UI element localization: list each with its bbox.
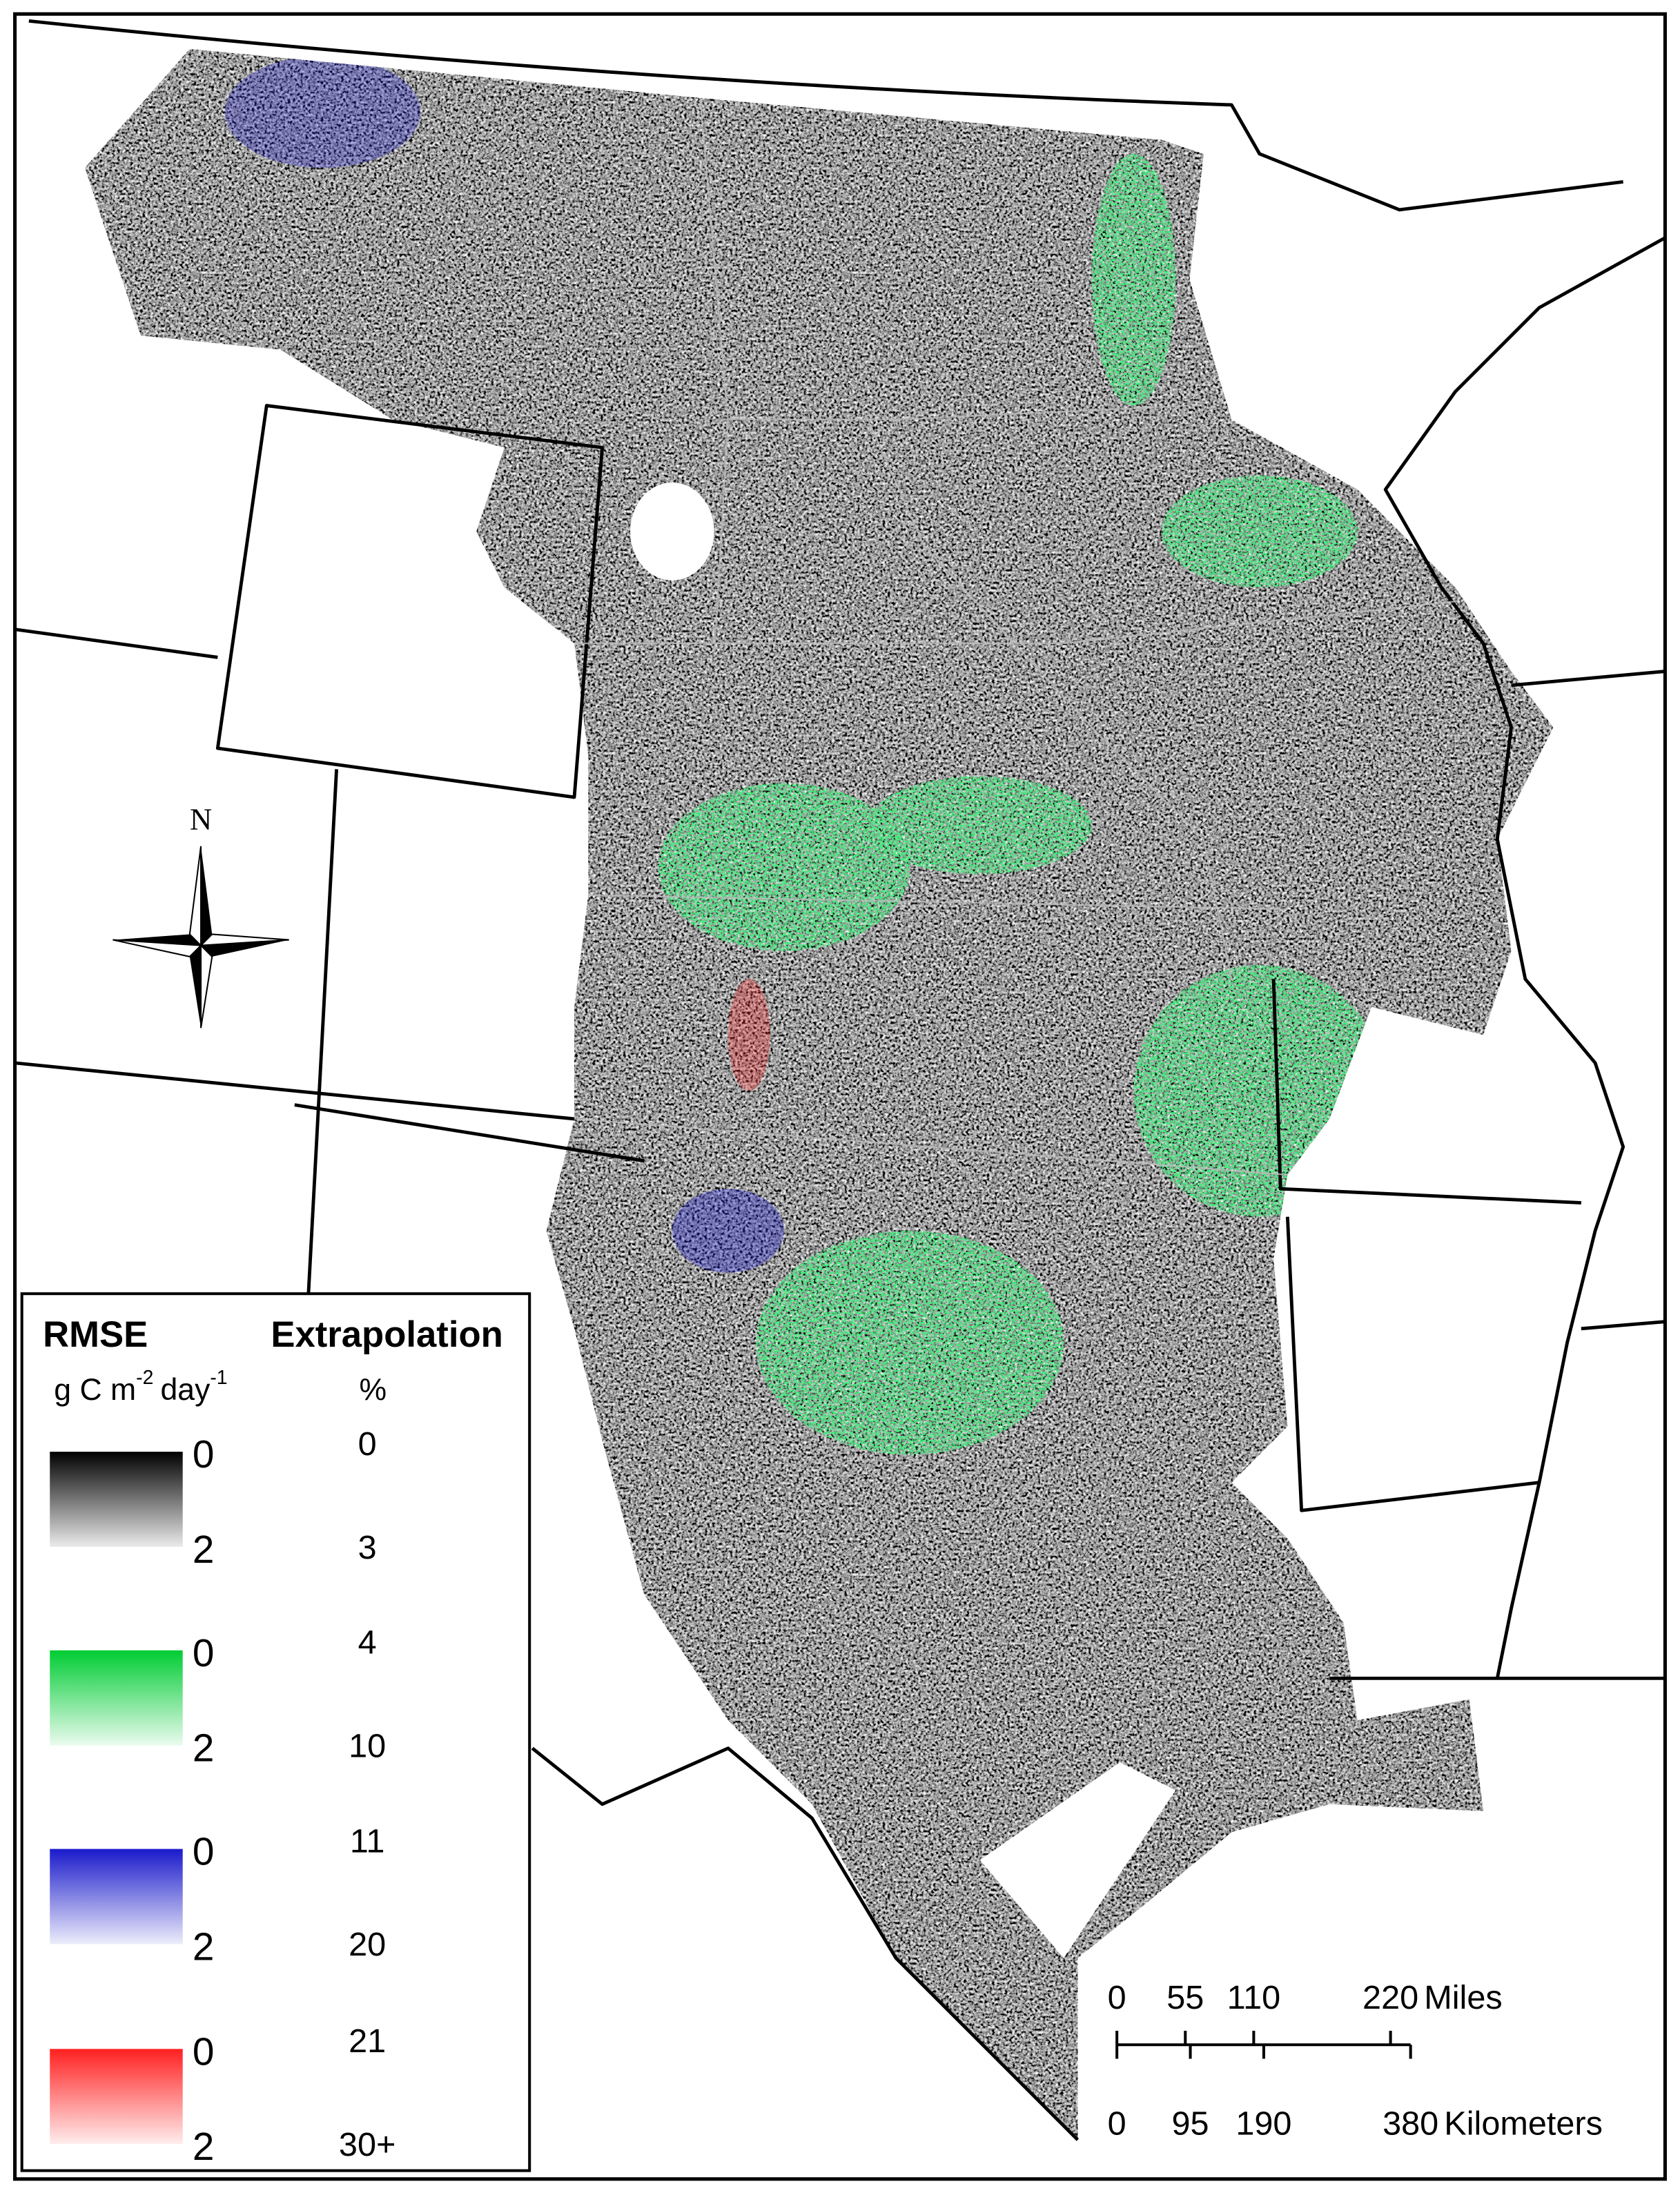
legend-extrap-max: 30+ <box>339 2126 395 2163</box>
north-label: N <box>190 802 212 837</box>
scale-label: 0 <box>1108 2105 1126 2143</box>
scale-unit: Miles <box>1424 1979 1502 2016</box>
legend-rmse-min: 0 <box>193 1433 215 1476</box>
scale-label: 55 <box>1166 1979 1204 2016</box>
state-boundaries <box>14 19 1666 2141</box>
legend-swatch <box>50 2049 183 2145</box>
legend-extrapolation-unit: % <box>359 1373 387 1407</box>
legend-extrap-min: 21 <box>349 2023 386 2060</box>
scale-bar: 0 55 110 220 Miles 0 95 190 380 Kilometers <box>1108 1979 1603 2142</box>
legend-rmse-max: 2 <box>193 1925 215 1969</box>
legend-extrap-max: 20 <box>349 1926 386 1963</box>
scale-label: 0 <box>1108 1979 1126 2016</box>
legend-rmse-max: 2 <box>193 1528 215 1572</box>
legend-rmse-title: RMSE <box>43 1314 148 1355</box>
legend-swatch <box>50 1849 183 1945</box>
scale-unit: Kilometers <box>1444 2105 1603 2143</box>
scale-label: 190 <box>1235 2105 1291 2143</box>
legend-rmse-min: 0 <box>193 2030 215 2074</box>
legend-extrap-min: 11 <box>350 1822 384 1860</box>
legend-rmse-unit: g C m-2 day-1 <box>54 1367 227 1407</box>
legend: RMSE Extrapolation g C m-2 day-1 % 020302… <box>20 1292 531 2172</box>
legend-extrap-max: 3 <box>358 1529 377 1566</box>
legend-rmse-min: 0 <box>193 1632 215 1675</box>
scale-label: 380 <box>1383 2105 1438 2143</box>
scale-label: 95 <box>1172 2105 1209 2143</box>
legend-rmse-max: 2 <box>193 2125 215 2169</box>
rmse-raster <box>84 48 1554 2141</box>
legend-swatch <box>50 1452 183 1547</box>
scale-label: 220 <box>1362 1979 1418 2016</box>
legend-rmse-min: 0 <box>193 1831 215 1874</box>
legend-extrap-min: 0 <box>358 1425 377 1463</box>
scale-label: 110 <box>1227 1979 1281 2016</box>
legend-rmse-max: 2 <box>193 1727 215 1771</box>
legend-swatch <box>50 1650 183 1746</box>
legend-extrapolation-title: Extrapolation <box>271 1314 502 1355</box>
legend-extrap-max: 10 <box>349 1728 386 1765</box>
legend-extrap-min: 4 <box>358 1624 377 1661</box>
north-arrow: N <box>113 802 289 1029</box>
